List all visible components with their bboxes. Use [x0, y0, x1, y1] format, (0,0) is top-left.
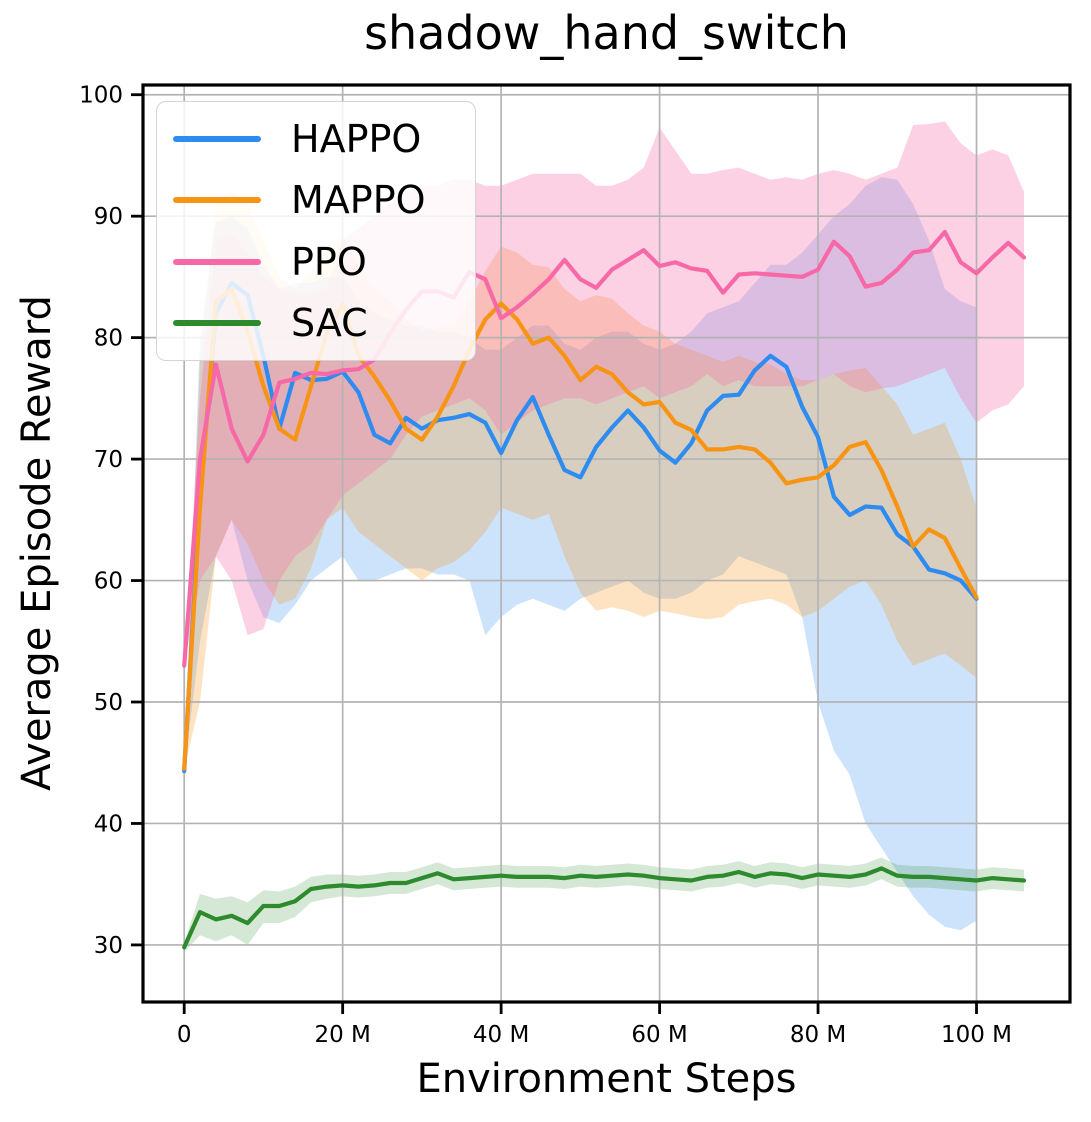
mappo-line [182, 286, 979, 771]
ppo-line [182, 229, 1027, 668]
sac-line [182, 866, 1027, 950]
y-tick-label: 50 [94, 690, 123, 716]
legend-label-mappo: MAPPO [291, 178, 426, 223]
mappo-line-swatch [173, 197, 261, 204]
x-tick-label: 100 M [941, 1022, 1012, 1048]
happo-line-swatch [173, 135, 261, 142]
legend-item-sac: SAC [173, 293, 465, 355]
legend: HAPPO MAPPO PPO SAC [156, 101, 476, 361]
y-tick-label: 100 [79, 83, 123, 109]
y-axis-label: Average Episode Reward [14, 295, 60, 791]
legend-label-happo: HAPPO [291, 116, 422, 161]
y-tick-label: 90 [94, 204, 123, 230]
chart-title: shadow_hand_switch [364, 6, 849, 60]
ppo-line-swatch [173, 258, 261, 265]
x-tick-label: 20 M [314, 1022, 370, 1048]
x-axis-label: Environment Steps [416, 1056, 797, 1102]
x-tick-label: 0 [177, 1022, 192, 1048]
legend-item-ppo: PPO [173, 231, 465, 293]
x-tick-label: 40 M [473, 1022, 529, 1048]
x-tick-label: 80 M [790, 1022, 846, 1048]
y-tick-label: 80 [94, 326, 123, 352]
y-tick-label: 60 [94, 569, 123, 595]
sac-line-swatch [173, 320, 261, 327]
x-tick-label: 60 M [631, 1022, 687, 1048]
y-tick-label: 40 [94, 811, 123, 837]
happo-confidence-band [184, 177, 977, 931]
legend-item-mappo: MAPPO [173, 170, 465, 232]
happo-line [182, 280, 979, 774]
y-tick-label: 30 [94, 933, 123, 959]
legend-label-ppo: PPO [291, 239, 367, 284]
axes-spines [141, 83, 1072, 1004]
legend-label-sac: SAC [291, 301, 368, 346]
y-tick-label: 70 [94, 447, 123, 473]
sac-confidence-band [184, 857, 1024, 953]
legend-item-happo: HAPPO [173, 108, 465, 170]
